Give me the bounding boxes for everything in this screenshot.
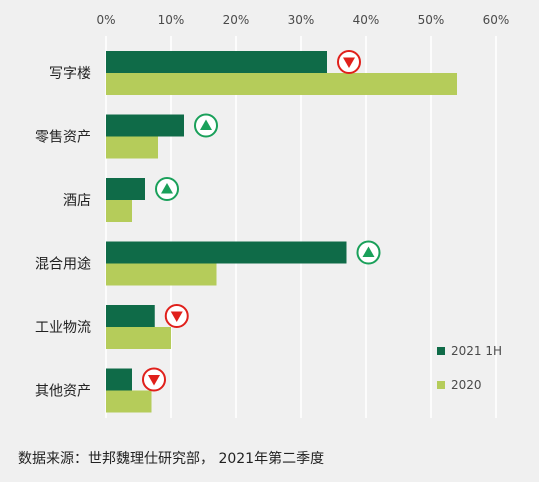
category-label: 其他资产 — [35, 384, 91, 400]
source-note: 数据来源：世邦魏理仕研究部， 2021年第二季度 — [18, 451, 325, 467]
legend: 2021 1H 2020 — [437, 344, 502, 392]
up-arrow-icon — [194, 113, 218, 138]
bar — [106, 390, 152, 413]
bar — [106, 178, 145, 200]
x-tick-label: 60% — [483, 13, 510, 27]
indicator-triangle — [200, 119, 212, 130]
bar — [106, 263, 217, 286]
x-tick-label: 50% — [418, 13, 445, 27]
category-label: 写字楼 — [49, 66, 91, 82]
indicator-triangle — [161, 183, 173, 194]
indicator-triangle — [148, 375, 160, 386]
category-label: 零售资产 — [35, 130, 91, 146]
bar — [106, 305, 155, 327]
legend-label: 2020 — [451, 378, 482, 392]
down-arrow-icon — [337, 50, 361, 74]
category-label: 混合用途 — [35, 256, 91, 273]
bar — [106, 327, 171, 349]
change-indicators — [142, 50, 381, 392]
indicator-triangle — [343, 57, 355, 68]
legend-label: 2021 1H — [451, 344, 502, 358]
category-label: 酒店 — [63, 193, 91, 209]
legend-swatch — [437, 347, 445, 355]
bar — [106, 200, 132, 222]
bar — [106, 368, 132, 391]
category-label: 工业物流 — [35, 320, 91, 336]
up-arrow-icon — [155, 177, 179, 201]
indicator-triangle — [170, 311, 183, 322]
down-arrow-icon — [142, 367, 166, 392]
bar — [106, 136, 158, 159]
x-tick-label: 20% — [223, 13, 250, 27]
x-tick-label: 0% — [96, 13, 115, 27]
bar — [106, 73, 457, 95]
bars — [106, 51, 457, 413]
legend-swatch — [437, 381, 445, 389]
x-tick-label: 40% — [353, 13, 380, 27]
x-tick-label: 30% — [288, 13, 315, 27]
x-tick-label: 10% — [158, 13, 185, 27]
bar — [106, 114, 184, 137]
grid-lines — [105, 36, 497, 418]
up-arrow-icon — [356, 240, 381, 265]
down-arrow-icon — [164, 304, 189, 328]
indicator-triangle — [362, 246, 375, 257]
x-axis-ticks: 0% 10% 20% 30% 40% 50% 60% — [96, 13, 509, 27]
bar — [106, 51, 327, 73]
bar — [106, 241, 347, 264]
